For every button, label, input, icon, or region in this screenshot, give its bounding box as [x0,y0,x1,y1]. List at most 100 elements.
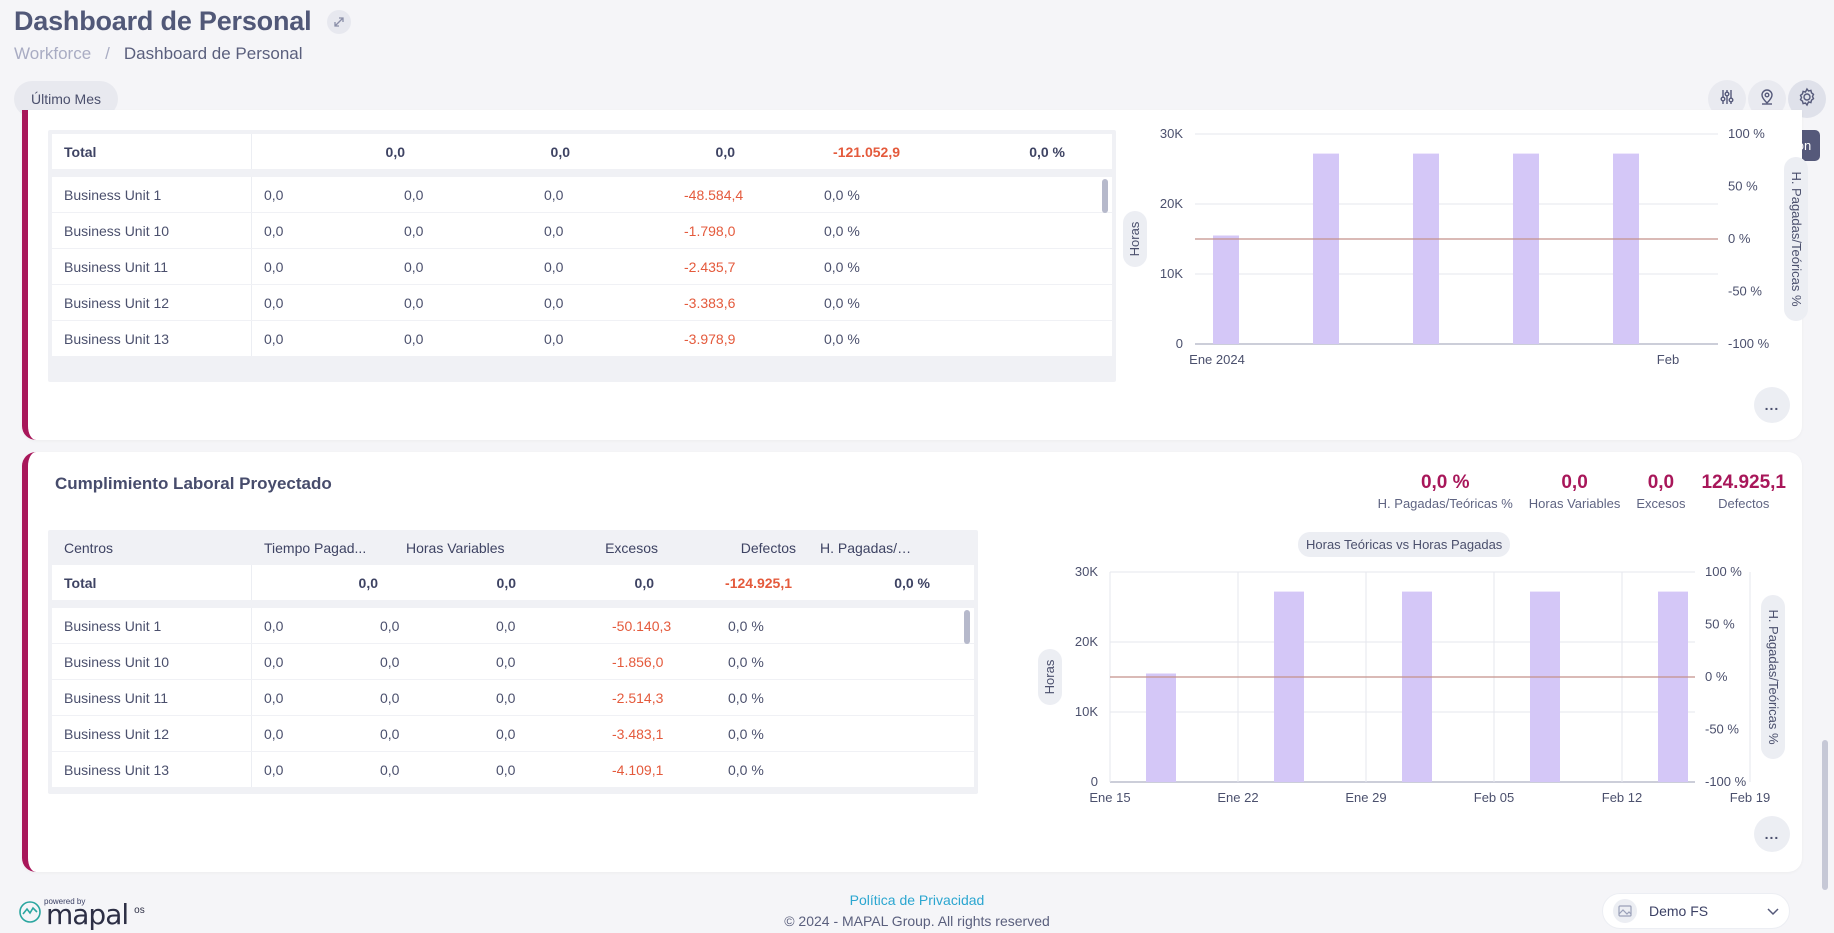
y2-tick-label: 50 % [1705,617,1735,632]
y-tick-label: 30K [1160,126,1183,141]
kpi-defectos: 124.925,1 Defectos [1701,472,1786,511]
table-cell: 0,0 % [728,689,764,706]
table-cell: 0,0 [264,330,284,347]
table-cell: 0,0 [380,725,400,742]
row-label: Business Unit 12 [52,285,252,320]
y2-tick-label: 0 % [1728,231,1751,246]
table-cell: -3.383,6 [684,294,736,311]
table-cell: 0,0 [264,761,284,778]
card1-total-row: Total 0,0 0,0 0,0 -121.052,9 0,0 % [52,134,1112,169]
table-row[interactable]: Business Unit 11 0,0 0,0 0,0 -2.514,3 0,0 % [52,680,974,715]
y2-tick-label: -50 % [1705,722,1739,737]
total-cell: 0,0 % [894,574,930,591]
cumplimiento-card: Cumplimiento Laboral Proyectado 0,0 % H.… [22,452,1802,872]
x-tick-label: Feb 12 [1602,790,1642,805]
y2-tick-label: 100 % [1705,564,1742,579]
column-header[interactable]: Centros [64,539,114,556]
column-header[interactable]: Defectos [740,539,796,556]
x-tick-label: Ene 22 [1217,790,1258,805]
powered-by-logo: powered by mapal os [18,897,145,931]
table-row[interactable]: Business Unit 12 0,0 0,0 0,0 -3.383,6 0,0 % [52,285,1112,320]
table-cell: 0,0 [264,222,284,239]
table-cell: 0,0 [264,653,284,670]
bar [1413,153,1439,344]
table-cell: 0,0 [380,653,400,670]
page-scrollbar[interactable] [1822,740,1828,890]
table-row[interactable]: Business Unit 12 0,0 0,0 0,0 -3.483,1 0,0 % [52,716,974,751]
table-row[interactable]: Business Unit 10 0,0 0,0 0,0 -1.798,0 0,0 % [52,213,1112,248]
table-cell: -2.435,7 [684,258,736,275]
y-tick-label: 10K [1160,266,1183,281]
card2-table-scrollbar[interactable] [964,610,970,644]
y2-tick-label: 100 % [1728,126,1765,141]
y2-tick-label: -100 % [1705,774,1747,789]
table-cell: 0,0 [496,725,516,742]
table-row[interactable]: Business Unit 1 0,0 0,0 0,0 -48.584,4 0,0 % [52,177,1112,212]
table-cell: 0,0 [404,294,424,311]
total-cell: 0,0 [715,143,735,160]
y-tick-label: 30K [1075,564,1098,579]
table-cell: 0,0 [380,689,400,706]
y2-tick-label: 50 % [1728,179,1758,194]
card2-table-body[interactable]: Business Unit 1 0,0 0,0 0,0 -50.140,3 0,0 % Bu… [48,606,978,793]
y-axis-label: Horas [1042,659,1057,694]
table-row[interactable]: Business Unit 1 0,0 0,0 0,0 -50.140,3 0,0 % [52,608,974,643]
table-cell: 0,0 [264,725,284,742]
total-cell: -124.925,1 [725,574,792,591]
y2-axis-chip [1784,157,1808,321]
table-cell: -4.109,1 [612,761,664,778]
privacy-link[interactable]: Política de Privacidad [849,892,985,908]
bar [1513,153,1539,344]
table-cell: 0,0 [264,294,284,311]
kpi-label: Horas Variables [1528,496,1621,511]
card2-chart: 0 10K 20K 30K -100 % -50 % 0 % 50 % 100 % Ene 15 E… [1038,564,1785,805]
row-label: Business Unit 10 [52,644,252,679]
table-cell: -1.856,0 [612,653,664,670]
card1-more-button[interactable]: ... [1754,387,1790,423]
row-label: Business Unit 10 [52,213,252,248]
account-select[interactable]: Demo FS [1602,893,1790,929]
table-cell: 0,0 % [728,761,764,778]
row-label: Business Unit 13 [52,321,252,356]
card1-table-scrollbar[interactable] [1102,179,1108,213]
y-tick-label: 20K [1160,196,1183,211]
table-cell: 0,0 % [728,653,764,670]
table-cell: 0,0 [380,761,400,778]
y-tick-label: 0 [1176,336,1183,351]
card2-more-button[interactable]: ... [1754,816,1790,852]
table-cell: 0,0 [544,294,564,311]
column-header[interactable]: Excesos [605,539,658,556]
y-tick-label: 20K [1075,634,1098,649]
table-row[interactable]: Business Unit 13 0,0 0,0 0,0 -3.978,9 0,0 % [52,321,1112,356]
total-label: Total [52,565,252,600]
account-name: Demo FS [1649,903,1709,919]
row-label: Business Unit 11 [52,680,252,715]
table-row[interactable]: Business Unit 10 0,0 0,0 0,0 -1.856,0 0,0 % [52,644,974,679]
table-cell: 0,0 % [824,222,860,239]
table-cell: 0,0 [496,689,516,706]
breadcrumb-workforce[interactable]: Workforce [14,44,92,63]
kpi-value: 124.925,1 [1701,472,1786,493]
card1-table: Total 0,0 0,0 0,0 -121.052,9 0,0 % Busin… [48,130,1116,382]
table-cell: 0,0 [404,186,424,203]
card1-table-body[interactable]: Business Unit 1 0,0 0,0 0,0 -48.584,4 0,0 % Bu… [48,175,1116,370]
y2-axis-label-group: H. Pagadas/Teóricas % [1761,595,1785,759]
y-axis-label-group: Horas [1123,211,1147,267]
card2-total-row: Total 0,0 0,0 0,0 -124.925,1 0,0 % [52,565,974,600]
table-cell: 0,0 [496,761,516,778]
bar [1402,591,1432,782]
table-row[interactable]: Business Unit 13 0,0 0,0 0,0 -4.109,1 0,0 % [52,752,974,787]
x-tick-label: Ene 2024 [1189,352,1245,367]
table-cell: 0,0 [264,617,284,634]
table-cell: 0,0 [544,258,564,275]
column-header[interactable]: H. Pagadas/Te... [820,539,924,556]
y-tick-label: 10K [1075,704,1098,719]
table-cell: 0,0 [496,617,516,634]
expand-icon[interactable] [327,9,352,34]
table-cell: 0,0 [404,222,424,239]
column-header[interactable]: Tiempo Pagad... [264,539,367,556]
column-header[interactable]: Horas Variables [406,539,505,556]
table-row[interactable]: Business Unit 11 0,0 0,0 0,0 -2.435,7 0,0 % [52,249,1112,284]
y-axis-chip [1038,649,1062,705]
card1-chart: 0 10K 20K 30K -100 % -50 % 0 % 50 % 100 % Ene 202… [1123,126,1808,367]
